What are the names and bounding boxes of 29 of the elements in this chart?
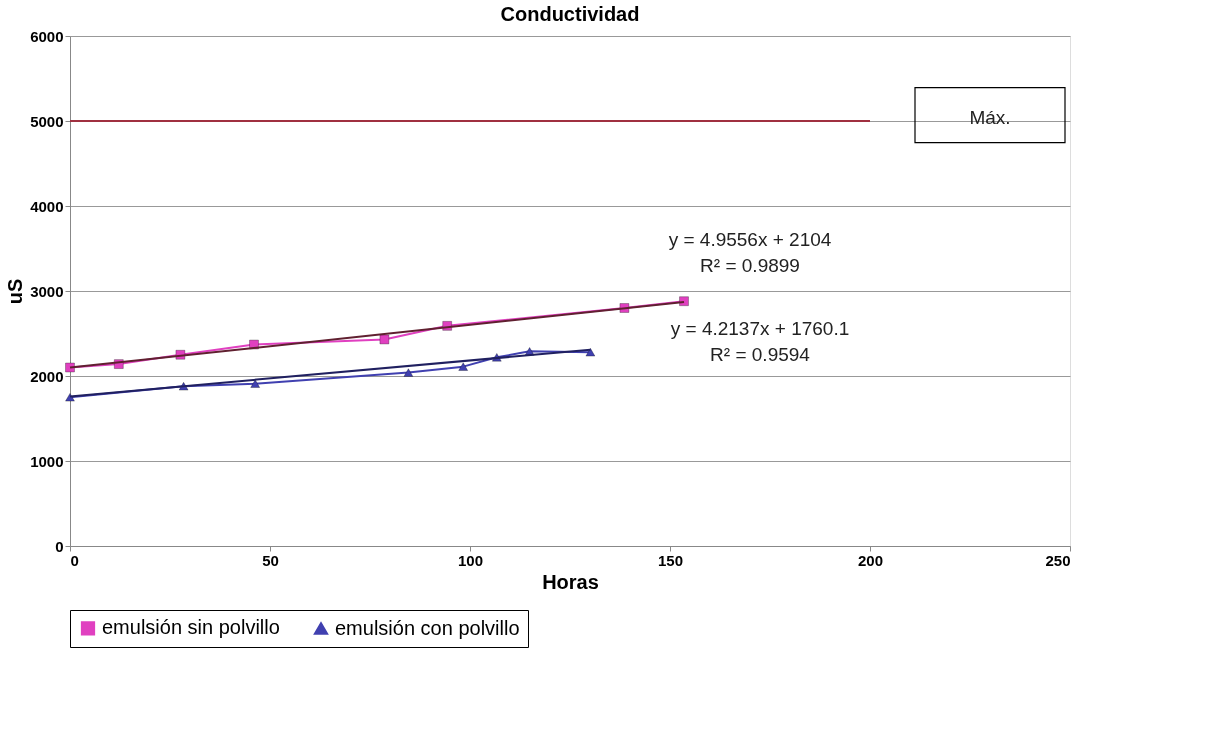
y-tick-label: 5000: [30, 112, 64, 130]
y-tick-label: 3000: [30, 282, 64, 300]
annotation: Máx.: [969, 106, 1011, 128]
y-tick-label: 0: [55, 537, 64, 555]
point: [379, 334, 390, 345]
chart-title: Conductividad: [500, 3, 640, 25]
point: [585, 348, 596, 357]
point: [403, 368, 414, 377]
x-tick-label: 200: [857, 551, 884, 569]
y-tick-label: 1000: [30, 452, 64, 470]
annotation: R² = 0.9594: [710, 343, 811, 365]
x-tick-label: 50: [262, 551, 279, 569]
annotation: y = 4.9556x + 2104: [668, 229, 832, 250]
y-tick-label: 6000: [30, 27, 64, 45]
x-tick-label: 150: [657, 551, 684, 569]
y-axis-title: uS: [4, 278, 27, 305]
legend-label: emulsión con polvillo: [335, 616, 520, 639]
point: [458, 362, 468, 371]
x-tick-label: 0: [70, 551, 79, 569]
annotation: R² = 0.9899: [700, 254, 800, 276]
y-tick-label: 4000: [30, 197, 64, 215]
x-tick-label: 100: [457, 551, 484, 569]
x-axis-title: Horas: [542, 570, 599, 593]
y-tick-label: 2000: [30, 367, 64, 385]
legend-label: emulsión sin polvillo: [102, 616, 280, 639]
point: [679, 296, 689, 306]
point: [250, 379, 260, 388]
x-tick-label: 250: [1045, 551, 1071, 569]
annotation: y = 4.2137x + 1760.1: [670, 318, 850, 340]
